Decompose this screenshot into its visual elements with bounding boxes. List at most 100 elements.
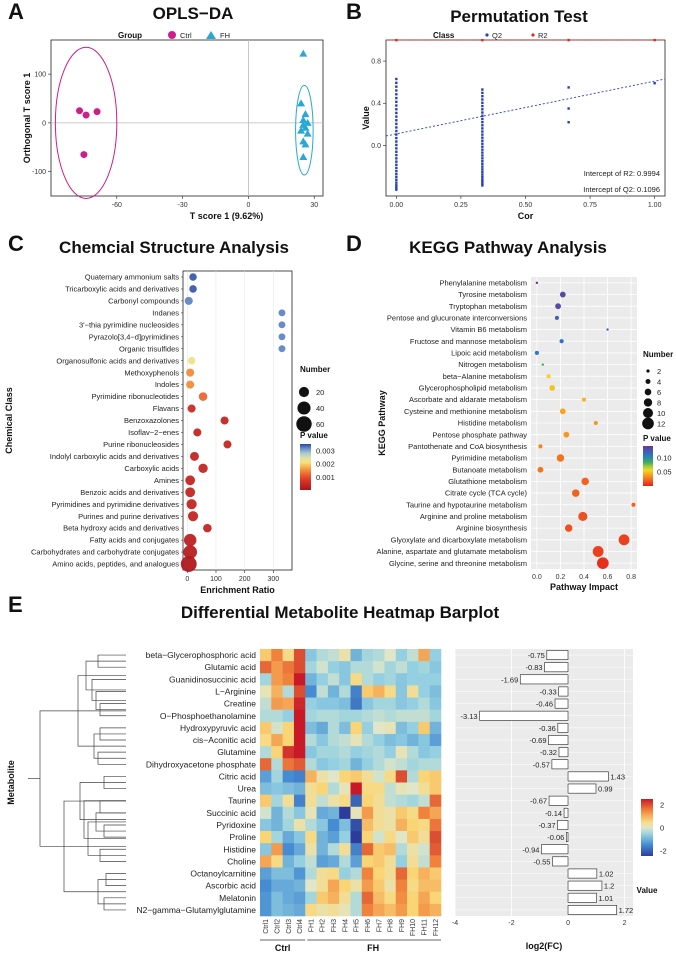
heatmap-cell xyxy=(305,770,317,783)
chem-class-label: Amino acids, peptides, and analogues xyxy=(52,560,179,569)
heatmap-cell xyxy=(350,891,363,905)
sample-column-label: FH6 xyxy=(365,919,372,932)
heatmap-cell xyxy=(350,843,363,856)
heatmap-cell xyxy=(271,661,283,674)
heatmap-cell xyxy=(395,794,408,808)
log2fc-value-label: 0.99 xyxy=(598,785,613,794)
chem-enrichment-dot xyxy=(183,533,197,547)
heatmap-cell xyxy=(429,855,442,868)
heatmap-cell xyxy=(293,661,306,674)
heatmap-cell xyxy=(271,770,283,783)
heatmap-cell xyxy=(271,721,283,735)
heatmap-cell xyxy=(361,782,374,795)
kegg-size-legend-dot xyxy=(642,417,654,430)
heatmap-cell xyxy=(305,794,317,808)
heatmap-cell xyxy=(429,685,442,698)
kegg-pathway-label: Phenylalanine metabolism xyxy=(439,278,527,287)
heatmap-cell xyxy=(373,794,385,808)
x-tick-label: 1.00 xyxy=(648,202,662,209)
q2-point xyxy=(481,151,484,154)
heatmap-cell xyxy=(373,733,385,747)
sample-column-label: FH7 xyxy=(376,919,383,932)
heatmap-cell xyxy=(316,746,329,759)
heatmap-cell xyxy=(361,891,374,905)
sample-column-label: Ctrl2 xyxy=(274,919,281,934)
heatmap-cell xyxy=(339,891,351,905)
heatmap-cell xyxy=(327,709,340,723)
heatmap-cell xyxy=(293,867,306,880)
heatmap-cell xyxy=(282,661,295,674)
chem-enrichment-dot xyxy=(187,511,199,522)
heatmap-cell xyxy=(316,831,329,844)
heatmap-cell xyxy=(316,806,329,820)
fh-point xyxy=(297,99,306,107)
heatmap-cell xyxy=(373,806,385,820)
heatmap-cell xyxy=(395,831,408,844)
heatmap-cell xyxy=(395,709,408,723)
heatmap-cell xyxy=(361,818,374,832)
heatmap-cell xyxy=(260,649,272,662)
perm-title: Permutation Test xyxy=(450,7,588,26)
heatmap-cell xyxy=(305,831,317,844)
kegg-size-legend-dot xyxy=(644,388,652,396)
heatmap-cell xyxy=(271,831,283,844)
heatmap-cell xyxy=(282,758,295,771)
log2fc-value-label: -0.94 xyxy=(522,845,539,854)
log2fc-bar xyxy=(552,856,569,867)
chem-enrichment-dot xyxy=(193,428,202,437)
heatmap-cell xyxy=(384,673,397,686)
x-tick-label: -60 xyxy=(112,202,122,209)
heatmap-cell xyxy=(271,843,283,856)
heatmap-cell xyxy=(407,733,419,747)
kegg-impact-dot xyxy=(556,454,565,462)
log2fc-bar xyxy=(567,880,603,891)
heatmap-cell xyxy=(418,818,430,832)
heatmap-cell xyxy=(350,818,363,832)
heatmap-cell xyxy=(339,721,351,735)
y-tick-label: -100 xyxy=(32,169,46,176)
heatmap-cell xyxy=(418,794,430,808)
y-tick-label: 0.8 xyxy=(371,59,381,66)
heatmap-cell xyxy=(384,685,397,698)
chem-size-legend-dot xyxy=(297,401,311,415)
q2-point xyxy=(395,166,398,170)
heatmap-cell xyxy=(282,867,295,880)
heatmap-cell xyxy=(260,891,272,905)
heatmap-cell xyxy=(271,818,283,832)
heatmap-cell xyxy=(293,733,306,747)
heatmap-cell xyxy=(373,818,385,832)
metabolite-label: Taurine xyxy=(228,796,256,806)
heatmap-cell xyxy=(407,867,419,880)
perm-x-axis-title: Cor xyxy=(518,211,534,221)
heatmap-cell xyxy=(373,782,385,795)
heatmap-cell xyxy=(395,673,408,686)
chem-enrichment-dot xyxy=(189,285,197,293)
q2-point xyxy=(395,172,398,176)
heatmap-cell xyxy=(271,855,283,868)
kegg-impact-dot xyxy=(549,385,556,391)
chem-class-label: Benzoic acids and derivatives xyxy=(80,488,179,497)
fh-point xyxy=(303,129,312,137)
heatmap-cell xyxy=(271,758,283,771)
heatmap-cell xyxy=(384,649,397,662)
heatmap-cell xyxy=(395,879,408,893)
heatmap-cell xyxy=(429,697,442,710)
heatmap-cell xyxy=(293,855,306,868)
log2fc-value-label: 1.01 xyxy=(599,894,614,903)
y-tick-label: 0 xyxy=(42,120,46,127)
heatmap-cell xyxy=(293,709,306,723)
heatmap-cell xyxy=(429,903,442,917)
heatmap-cell xyxy=(282,891,295,905)
chem-color-bar xyxy=(300,444,311,490)
log2fc-bar xyxy=(567,892,597,903)
chem-enrichment-dot xyxy=(186,499,197,510)
heatmap-cell xyxy=(395,685,408,698)
heatmap-cell xyxy=(260,855,272,868)
q2-point xyxy=(481,157,484,160)
heatmap-cell xyxy=(282,697,295,710)
legend-r2-marker xyxy=(531,33,535,37)
heatmap-cell xyxy=(305,806,317,820)
kegg-impact-dot xyxy=(581,477,589,486)
dendrogram-branch xyxy=(99,800,126,814)
log2fc-bar xyxy=(567,905,617,915)
